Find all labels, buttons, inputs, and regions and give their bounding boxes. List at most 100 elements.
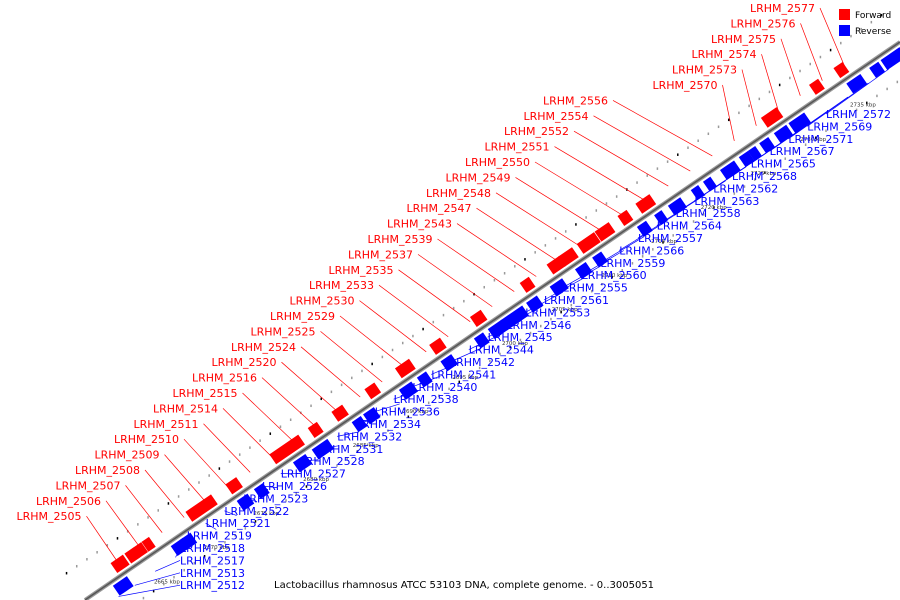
forward-leader-line [456,223,537,277]
reverse-gene [253,483,270,500]
track-tick [682,227,685,230]
reverse-leader-line [825,68,889,115]
kbp-tick-label: 2675 kbp [253,511,279,517]
track-tick [126,530,129,533]
track-tick [208,474,210,477]
reverse-gene-label: LRHM_2513 [180,567,245,580]
reverse-leader-line [412,375,441,388]
track-tick [758,97,761,101]
kbp-tick-label: 2665 kbp [154,579,180,585]
reverse-leader-line [525,292,563,313]
forward-leader-line [780,38,801,96]
reverse-gene-label: LRHM_2531 [318,443,383,456]
track-tick [662,241,664,244]
reverse-gene-label: LRHM_2559 [600,257,665,270]
track-tick [876,94,878,98]
forward-gene-label: LRHM_2509 [95,449,160,462]
reverse-leader-line [600,236,645,264]
reverse-gene-label: LRHM_2566 [619,244,684,257]
track-tick [514,265,516,268]
reverse-gene-label: LRHM_2528 [300,455,365,468]
forward-leader-line [320,331,383,383]
reverse-leader-line [581,250,624,276]
track-tick [825,129,827,133]
forward-gene-label: LRHM_2552 [504,125,569,138]
track-tick [809,62,811,66]
track-tick [234,534,236,537]
kbp-tick-label: 2705 kbp [552,307,578,313]
forward-gene-label: LRHM_2573 [672,64,737,77]
reverse-leader-line [205,522,217,530]
track-tick [880,13,883,17]
kbp-tick-label: 2700 kbp [502,341,528,347]
track-tick [503,272,506,275]
track-tick [570,303,573,307]
track-tick [468,373,471,377]
reverse-gene-label: LRHM_2561 [544,294,609,307]
track-tick [794,150,797,153]
track-tick [157,509,159,512]
reverse-leader-line [261,485,278,489]
kbp-tick-label: 2710 kbp [601,273,627,279]
track-tick [285,499,287,502]
track-tick [738,111,740,115]
forward-leader-line [761,54,779,111]
forward-leader-line [222,408,273,458]
track-tick [835,122,837,126]
track-tick [886,87,888,91]
track-tick [564,230,567,233]
track-tick [452,306,455,310]
track-tick [697,139,699,142]
reverse-gene-label: LRHM_2527 [281,468,346,481]
reverse-leader-line [637,208,686,239]
track-tick [615,195,618,198]
reverse-leader-line [543,278,584,301]
track-tick [692,220,695,223]
reverse-gene [236,493,255,511]
forward-gene-label: LRHM_2577 [750,2,815,15]
forward-gene-label: LRHM_2530 [290,295,355,308]
forward-gene-label: LRHM_2510 [114,433,179,446]
genome-caption: Lactobacillus rhamnosus ATCC 53103 DNA, … [274,580,654,591]
track-tick [866,101,868,105]
genome-axis-core [84,41,900,600]
forward-gene-label: LRHM_2525 [251,325,316,338]
forward-leader-line [203,423,251,473]
track-tick [391,348,394,352]
reverse-gene-label: LRHM_2532 [337,430,402,443]
track-tick [778,83,781,87]
track-tick [677,153,679,156]
reverse-leader-line [431,361,461,375]
reverse-gene-label: LRHM_2523 [243,492,308,505]
forward-gene [808,78,825,95]
track-tick [188,488,190,491]
reverse-leader-line [487,319,523,338]
reverse-leader-line [806,82,869,127]
reverse-leader-line [155,560,181,572]
forward-gene [269,434,306,465]
legend-label: Reverse [855,27,892,37]
track-tick [723,199,725,202]
reverse-gene-label: LRHM_2568 [732,170,797,183]
track-tick [427,401,430,405]
track-tick [509,345,511,349]
track-tick [387,429,389,432]
reverse-gene [869,61,886,78]
kbp-tick-label: 2685 kbp [353,443,379,449]
track-tick [438,394,440,398]
forward-gene-label: LRHM_2533 [309,279,374,292]
track-tick [554,237,557,240]
forward-gene-label: LRHM_2505 [17,510,82,523]
track-tick [142,596,145,600]
reverse-gene-label: LRHM_2540 [412,381,477,394]
track-tick [412,334,414,338]
forward-gene [394,358,416,379]
forward-leader-line [125,485,163,533]
track-tick [238,453,241,456]
forward-gene-label: LRHM_2548 [426,187,491,200]
reverse-leader-line [355,417,380,425]
forward-leader-line [339,315,405,368]
reverse-gene [549,278,569,297]
forward-gene-label: LRHM_2537 [348,248,413,261]
